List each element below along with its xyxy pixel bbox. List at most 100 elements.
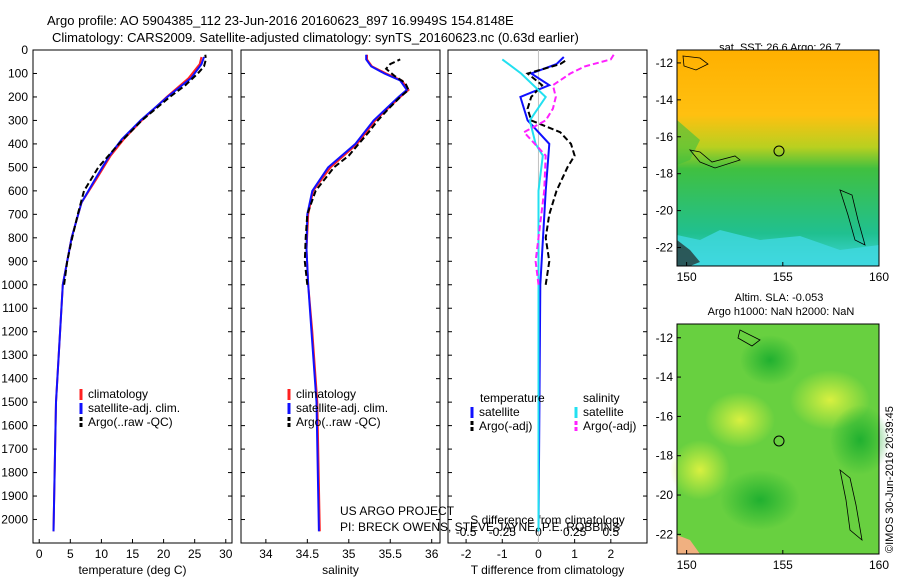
sla-map-low-1 [740, 335, 800, 385]
y-tick-label: 1300 [1, 348, 28, 362]
legend-label: Argo(-adj) [479, 419, 532, 433]
map-lat-label: -20 [656, 488, 674, 502]
x-tick-label: 35 [342, 547, 356, 561]
map-lon-label: 150 [677, 270, 697, 284]
sla-map: Altim. SLA: -0.053 Argo h1000: NaN h2000… [656, 292, 890, 572]
map-lon-label: 155 [773, 270, 793, 284]
legend-label: climatology [88, 387, 148, 401]
series-line-salinity-1 [305, 54, 409, 532]
top-tick-label: -0.25 [489, 525, 517, 539]
sla-map-high-3 [670, 440, 730, 500]
y-tick-label: 900 [8, 254, 28, 268]
x-tick-label: 5 [67, 547, 74, 561]
y-tick-label: 600 [8, 184, 28, 198]
argo-position-marker-2 [773, 435, 785, 447]
map-lon-label: 155 [773, 558, 793, 572]
sla-map-coastline [737, 329, 761, 347]
y-tick-label: 700 [8, 207, 28, 221]
header-line2: Climatology: CARS2009. Satellite-adjuste… [52, 30, 579, 45]
y-tick-label: 1900 [1, 489, 28, 503]
y-tick-label: 200 [8, 90, 28, 104]
sst-map-reef-1 [688, 149, 741, 169]
x-tick-label: 0 [36, 547, 43, 561]
legend-label: satellite [479, 405, 520, 419]
map-lon-label: 150 [677, 558, 697, 572]
map-lon-label: 160 [869, 270, 889, 284]
sla-map-land [677, 535, 700, 554]
y-tick-label: 0 [21, 43, 28, 57]
map-lat-label: -20 [656, 204, 674, 218]
top-axis-label: S difference from climatology [470, 513, 625, 527]
x-tick-label: 15 [126, 547, 140, 561]
sla-map-reef [839, 469, 863, 542]
legend-title-salinity: salinity [583, 391, 620, 405]
sst-map-patch [677, 120, 700, 165]
sla-map-title2: Argo h1000: NaN h2000: NaN [708, 306, 855, 318]
map-lon-label: 160 [869, 558, 889, 572]
y-tick-label: 300 [8, 113, 28, 127]
sst-map-field [677, 50, 879, 266]
y-tick-label: 2000 [1, 513, 28, 527]
y-tick-label: 1000 [1, 278, 28, 292]
sst-map-land [677, 240, 700, 266]
legend-label: Argo(-adj) [583, 419, 636, 433]
x-tick-label: 36 [425, 547, 439, 561]
sla-map-title1: Altim. SLA: -0.053 [735, 292, 824, 304]
x-axis-label: T difference from climatology [471, 563, 625, 577]
x-tick-label: 20 [157, 547, 171, 561]
sst-map-coastline [682, 55, 709, 71]
x-tick-label: 10 [95, 547, 109, 561]
x-tick-label: 34 [259, 547, 273, 561]
x-axis-label: temperature (deg C) [78, 563, 186, 577]
legend-label: satellite-adj. clim. [88, 401, 180, 415]
sst-map-frame [676, 49, 880, 267]
sla-map-low-2 [830, 405, 890, 475]
x-tick-label: -2 [461, 547, 472, 561]
y-tick-label: 500 [8, 160, 28, 174]
credit-pi: PI: BRECK OWENS, STEVE JAYNE, P.E. ROBBI… [340, 520, 620, 534]
x-tick-label: 34.5 [296, 547, 320, 561]
panel-frame-temperature [32, 49, 233, 544]
legend-label: satellite [583, 405, 624, 419]
series-line-salinity-2 [303, 58, 410, 285]
y-tick-label: 1200 [1, 325, 28, 339]
series-line-temperature-2 [63, 54, 207, 285]
y-tick-label: 1500 [1, 395, 28, 409]
y-tick-label: 1600 [1, 419, 28, 433]
legend-label: satellite-adj. clim. [296, 401, 388, 415]
legend-label: Argo(..raw -QC) [296, 415, 381, 429]
top-tick-label: 0.25 [563, 525, 587, 539]
map-lat-label: -14 [656, 93, 674, 107]
y-tick-label: 1100 [2, 301, 28, 315]
imos-timestamp: ©IMOS 30-Jun-2016 20:39:45 [884, 406, 896, 553]
top-tick-label: 0.5 [602, 525, 619, 539]
x-tick-label: 25 [188, 547, 202, 561]
x-tick-label: 35.5 [379, 547, 403, 561]
map-lat-label: -18 [656, 167, 674, 181]
panel-frame-difference [447, 49, 648, 544]
sla-map-frame [676, 323, 880, 555]
series-line-difference-3 [522, 54, 615, 285]
x-tick-label: -1 [497, 547, 508, 561]
legend-title-temperature: temperature [480, 391, 545, 405]
y-tick-label: 1700 [1, 442, 28, 456]
map-lat-label: -12 [656, 56, 674, 70]
y-tick-label: 400 [8, 137, 28, 151]
sst-map-cool-band [677, 230, 879, 266]
x-tick-label: 2 [607, 547, 614, 561]
map-lat-label: -22 [656, 527, 674, 541]
x-tick-label: 0 [535, 547, 542, 561]
map-lat-label: -14 [656, 370, 674, 384]
map-lat-label: -22 [656, 241, 674, 255]
y-tick-label: 800 [8, 231, 28, 245]
x-axis-label: salinity [322, 563, 359, 577]
panel-frame-salinity [240, 49, 441, 544]
sla-map-high-1 [705, 392, 775, 448]
legend-label: climatology [296, 387, 356, 401]
map-lat-label: -12 [656, 331, 674, 345]
y-tick-label: 1800 [1, 466, 28, 480]
top-tick-label: -0.5 [456, 525, 477, 539]
y-tick-label: 1400 [1, 372, 28, 386]
legend-label: Argo(..raw -QC) [88, 415, 173, 429]
